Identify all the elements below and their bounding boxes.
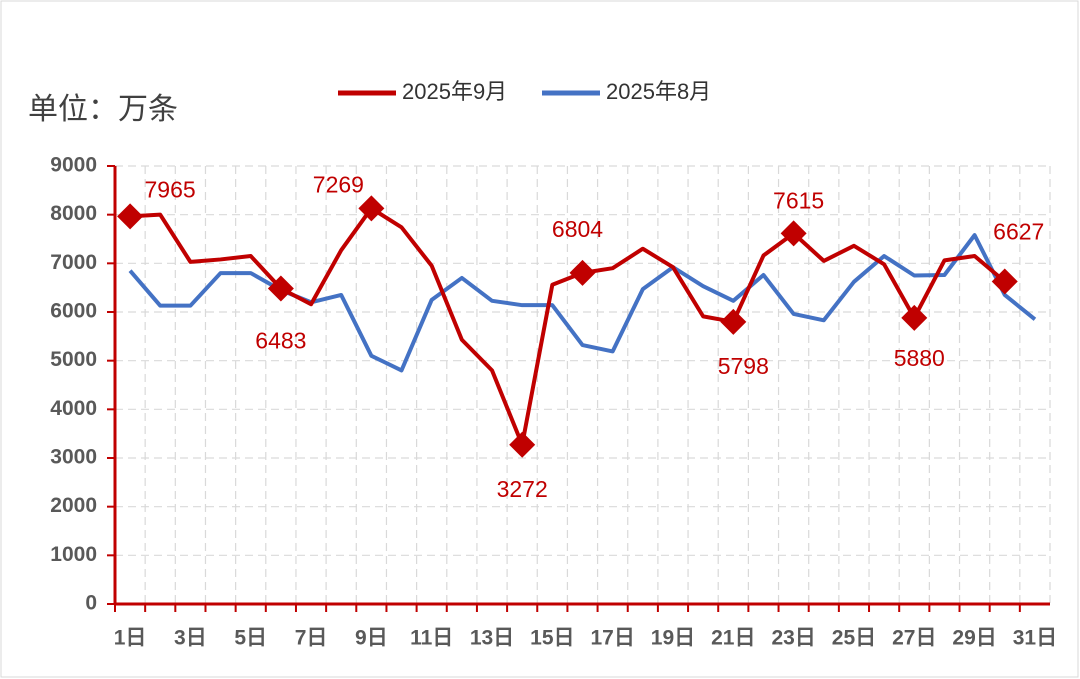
y-tick-label: 1000	[50, 543, 97, 566]
marker	[569, 259, 596, 286]
x-tick-label: 9日	[355, 627, 388, 650]
x-tick-label: 5日	[234, 627, 267, 650]
x-tick-label: 31日	[1013, 627, 1057, 650]
y-tick-label: 6000	[50, 300, 97, 323]
y-tick-label: 9000	[50, 154, 97, 177]
marker	[901, 304, 928, 331]
y-tick-label: 4000	[50, 397, 97, 420]
x-tick-label: 17日	[590, 627, 634, 650]
x-tick-label: 15日	[530, 627, 574, 650]
data-label: 3272	[497, 476, 548, 502]
x-tick-label: 13日	[470, 627, 514, 650]
x-tick-label: 21日	[711, 627, 755, 650]
y-tick-label: 8000	[50, 202, 97, 225]
x-tick-label: 7日	[295, 627, 328, 650]
unit-label: 单位：万条	[28, 93, 178, 126]
x-tick-label: 27日	[892, 627, 936, 650]
x-tick-label: 25日	[832, 627, 876, 650]
y-tick-label: 0	[85, 592, 97, 615]
data-label: 7615	[773, 187, 824, 213]
marker	[358, 195, 385, 222]
data-label: 6627	[993, 219, 1044, 245]
y-tick-label: 3000	[50, 446, 97, 469]
x-tick-label: 29日	[952, 627, 996, 650]
data-label: 5798	[718, 353, 769, 379]
y-tick-label: 5000	[50, 348, 97, 371]
marker	[509, 431, 536, 458]
x-tick-label: 19日	[651, 627, 695, 650]
x-tick-label: 23日	[771, 627, 815, 650]
data-label: 7965	[144, 176, 195, 202]
legend-label: 2025年8月	[606, 79, 711, 104]
marker	[780, 220, 807, 247]
marker	[267, 275, 294, 302]
x-tick-label: 1日	[114, 627, 147, 650]
annotation: 7269	[313, 171, 364, 197]
marker	[991, 268, 1018, 295]
legend-label: 2025年9月	[402, 79, 507, 104]
y-tick-label: 7000	[50, 251, 97, 274]
x-tick-label: 11日	[410, 627, 453, 650]
data-label: 6804	[552, 216, 603, 242]
x-tick-label: 3日	[174, 627, 207, 650]
marker	[117, 203, 144, 230]
data-label: 6483	[255, 328, 306, 354]
y-tick-label: 2000	[50, 494, 97, 517]
data-label: 5880	[894, 345, 945, 371]
marker	[720, 308, 747, 335]
